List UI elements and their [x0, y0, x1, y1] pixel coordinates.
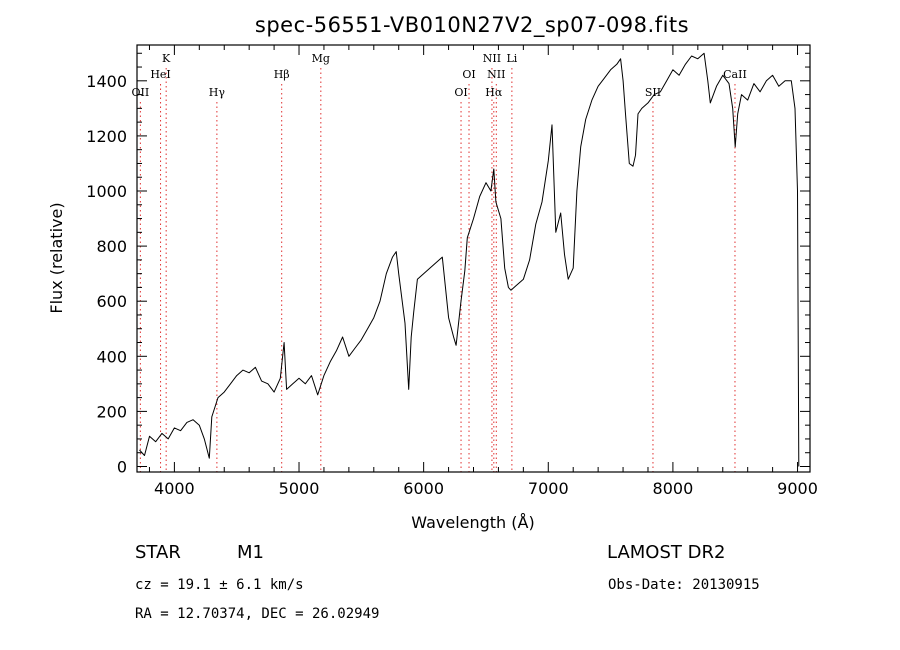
spectral-line-label: Hγ: [209, 86, 226, 99]
obs-date-text: Obs-Date: 20130915: [608, 577, 760, 593]
spectral-line-label: NII: [483, 52, 501, 65]
spectral-line-label: Mg: [312, 52, 330, 65]
y-tick-label: 0: [117, 457, 127, 476]
object-subclass: M1: [237, 542, 264, 563]
spectral-line-label: Hα: [485, 86, 503, 99]
survey-name: LAMOST DR2: [607, 542, 725, 563]
y-tick-label: 600: [96, 292, 127, 311]
spectral-line-label: Hβ: [274, 68, 290, 81]
spectrum-line: [139, 52, 800, 467]
spectral-line-label: OI: [462, 68, 475, 81]
x-axis-label: Wavelength (Å): [411, 513, 534, 532]
spectral-line-label: NII: [487, 68, 505, 81]
y-tick-label: 1200: [86, 127, 127, 146]
x-tick-label: 5000: [279, 479, 320, 498]
object-type: STAR: [135, 542, 181, 563]
chart-title: spec-56551-VB010N27V2_sp07-098.fits: [255, 13, 689, 38]
redshift-text: cz = 19.1 ± 6.1 km/s: [135, 577, 304, 593]
spectral-line-label: K: [162, 52, 171, 65]
y-tick-label: 200: [96, 402, 127, 421]
spectral-line-label: CaII: [723, 68, 747, 81]
spectral-line-label: Li: [506, 52, 517, 65]
x-axis-ticks: 4000 5000 6000 7000 8000 9000: [148, 45, 818, 498]
spectral-line-markers: OII K HeI Hγ Hβ Mg OI OI NII NII Hα Li SII CaII: [132, 52, 747, 472]
y-tick-label: 400: [96, 347, 127, 366]
plot-frame: [136, 44, 811, 473]
y-tick-label: 1000: [86, 182, 127, 201]
spectral-line-label: HeI: [150, 68, 170, 81]
y-tick-label: 1400: [86, 72, 127, 91]
y-axis-ticks: 0 200 400 600 800 1000 1200 1400: [86, 52, 810, 476]
spectral-line-label: SII: [645, 86, 661, 99]
coords-text: RA = 12.70374, DEC = 26.02949: [135, 606, 379, 622]
spectral-line-label: OII: [132, 86, 150, 99]
x-tick-label: 8000: [653, 479, 694, 498]
x-tick-label: 4000: [154, 479, 195, 498]
x-tick-label: 9000: [777, 479, 818, 498]
x-tick-label: 7000: [528, 479, 569, 498]
x-tick-label: 6000: [403, 479, 444, 498]
y-axis-label: Flux (relative): [47, 202, 66, 313]
spectral-line-label: OI: [454, 86, 467, 99]
y-tick-label: 800: [96, 237, 127, 256]
